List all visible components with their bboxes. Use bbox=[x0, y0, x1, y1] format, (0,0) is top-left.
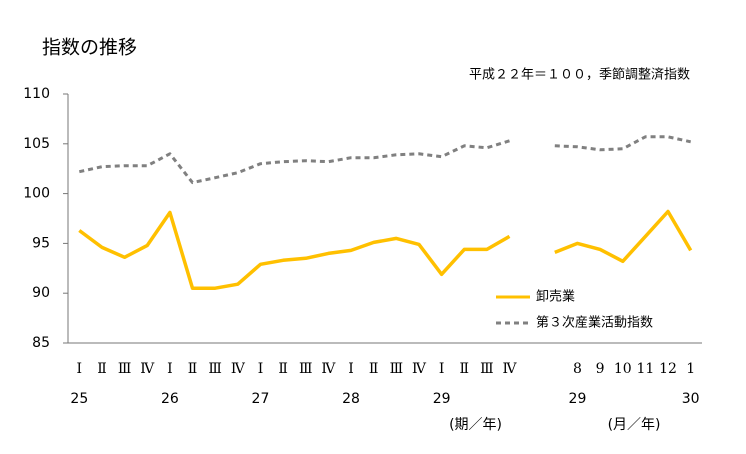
y-tick-label: 110 bbox=[23, 86, 50, 102]
x-axis-label: (月／年) bbox=[608, 417, 661, 433]
y-tick-label: 105 bbox=[23, 136, 50, 152]
x-tick-label: Ⅲ bbox=[118, 361, 132, 377]
x-tick-label: 1 bbox=[686, 361, 695, 377]
y-tick-label: 100 bbox=[23, 186, 50, 202]
x-tick-label: Ⅱ bbox=[278, 361, 288, 377]
x-tick-label: 11 bbox=[636, 361, 654, 377]
x-tick-label: 9 bbox=[596, 361, 605, 377]
chart-title: 指数の推移 bbox=[42, 37, 137, 59]
legend-label: 卸売業 bbox=[536, 289, 575, 305]
x-year-label: 25 bbox=[70, 391, 88, 407]
series-line bbox=[78, 209, 693, 290]
chart-subtitle: 平成２２年＝１００，季節調整済指数 bbox=[469, 67, 690, 83]
x-tick-label: Ⅲ bbox=[390, 361, 404, 377]
x-year-label: 29 bbox=[569, 391, 587, 407]
x-tick-label: Ⅰ bbox=[439, 361, 445, 377]
x-year-label: 28 bbox=[342, 391, 360, 407]
x-tick-label: Ⅱ bbox=[459, 361, 469, 377]
x-tick-label: Ⅰ bbox=[77, 361, 83, 377]
x-axis-label: (期／年) bbox=[449, 417, 502, 433]
x-year-label: 27 bbox=[252, 391, 270, 407]
y-tick-label: 85 bbox=[32, 335, 50, 351]
x-tick-label: Ⅱ bbox=[369, 361, 379, 377]
x-tick-label: 8 bbox=[573, 361, 582, 377]
y-tick-label: 90 bbox=[32, 285, 50, 301]
x-tick-label: Ⅳ bbox=[503, 361, 518, 377]
x-year-label: 29 bbox=[433, 391, 451, 407]
x-tick-label: Ⅳ bbox=[321, 361, 336, 377]
x-tick-label: Ⅰ bbox=[167, 361, 173, 377]
x-tick-label: 10 bbox=[614, 361, 632, 377]
x-tick-label: Ⅲ bbox=[480, 361, 494, 377]
x-year-label: 30 bbox=[682, 391, 700, 407]
y-tick-label: 95 bbox=[32, 235, 50, 251]
x-tick-label: Ⅳ bbox=[140, 361, 155, 377]
x-tick-label: Ⅳ bbox=[412, 361, 427, 377]
x-tick-label: Ⅰ bbox=[258, 361, 264, 377]
series-line bbox=[78, 135, 692, 185]
x-year-label: 26 bbox=[161, 391, 179, 407]
x-tick-label: Ⅳ bbox=[231, 361, 246, 377]
x-tick-label: Ⅰ bbox=[348, 361, 354, 377]
x-tick-label: Ⅱ bbox=[97, 361, 107, 377]
x-tick-label: Ⅲ bbox=[299, 361, 313, 377]
x-tick-label: Ⅱ bbox=[188, 361, 198, 377]
x-tick-label: 12 bbox=[659, 361, 677, 377]
legend-label: 第３次産業活動指数 bbox=[536, 315, 653, 331]
x-tick-label: Ⅲ bbox=[208, 361, 222, 377]
